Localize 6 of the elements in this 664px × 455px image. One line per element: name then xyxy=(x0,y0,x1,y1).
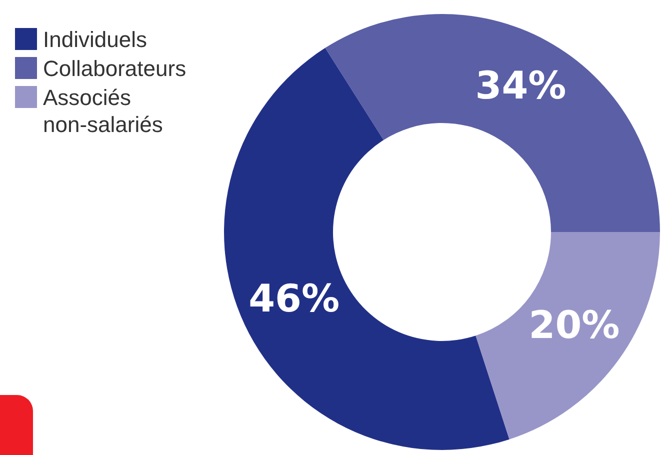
legend-label: Collaborateurs xyxy=(43,56,186,81)
legend-label: Individuels xyxy=(43,27,147,52)
data-label: 34% xyxy=(475,64,566,108)
legend-label: Associés non-salariés xyxy=(43,85,163,137)
data-label: 46% xyxy=(248,276,340,320)
data-label: 20% xyxy=(528,302,620,347)
